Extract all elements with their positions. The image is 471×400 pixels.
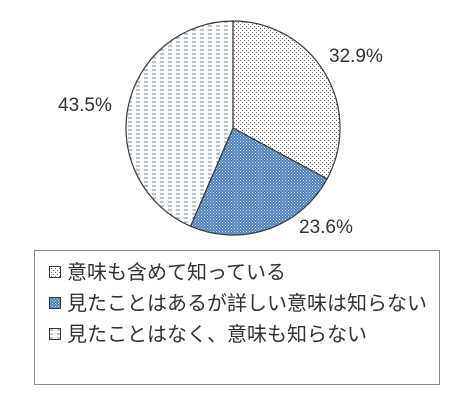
- pie-slice: [125, 20, 234, 227]
- legend-swatch-dots-white: [49, 266, 61, 278]
- data-label: 32.9%: [329, 46, 383, 67]
- legend-label: 意味も含めて知っている: [67, 260, 286, 284]
- legend-item-seen-not-know-detail: 見たことはあるが詳しい意味は知らない: [49, 290, 429, 317]
- legend-label: 見たことはなく、意味も知らない: [67, 322, 367, 346]
- legend-item-never-seen: 見たことはなく、意味も知らない: [49, 321, 429, 348]
- data-label: 43.5%: [58, 95, 112, 116]
- legend-swatch-dots-blue: [49, 297, 61, 309]
- data-label: 23.6%: [299, 217, 353, 238]
- pie-slice: [232, 20, 341, 180]
- pie-slice: [189, 127, 328, 236]
- legend-swatch-dashes-white: [49, 328, 61, 340]
- legend-item-know-meaning: 意味も含めて知っている: [49, 259, 429, 286]
- legend-label: 見たことはあるが詳しい意味は知らない: [67, 291, 427, 315]
- pie-chart: 32.9% 23.6% 43.5%: [58, 20, 383, 238]
- legend: 意味も含めて知っている 見たことはあるが詳しい意味は知らない 見たことはなく、意…: [34, 250, 440, 385]
